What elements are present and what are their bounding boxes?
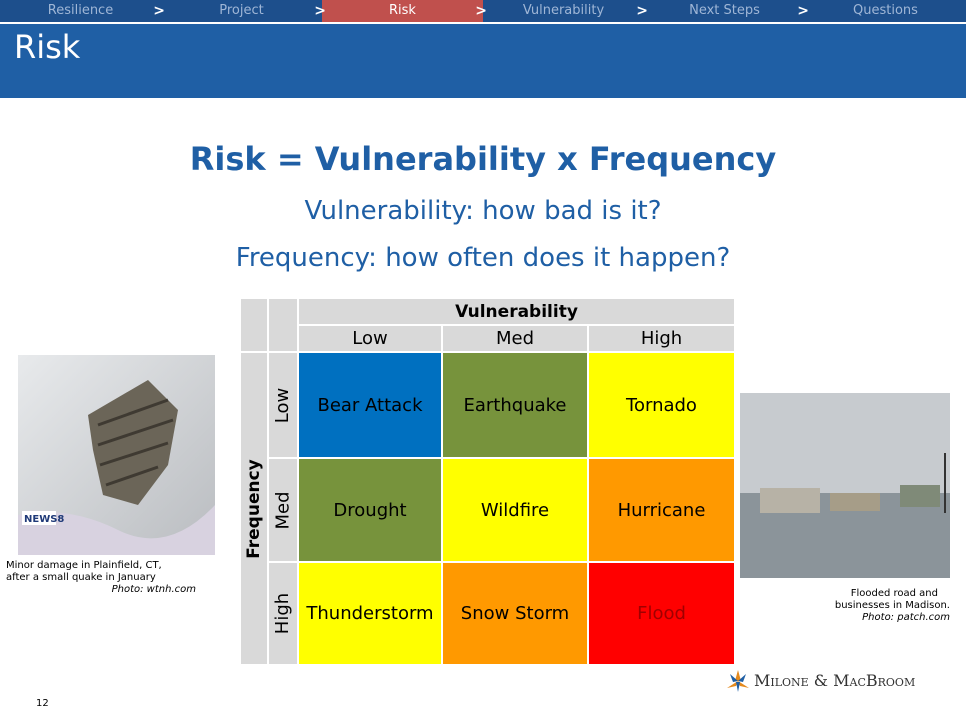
row-label-cell: Med (268, 458, 298, 562)
matrix-cell: Bear Attack (298, 352, 442, 458)
row-label: Low (272, 387, 294, 423)
logo-icon (727, 670, 749, 692)
column-label: High (588, 325, 735, 352)
right-photo (740, 393, 950, 578)
nav-tab[interactable]: Resilience > (47, 3, 165, 19)
page-number: 12 (36, 698, 49, 709)
logo-text: Milone & MacBroom (754, 671, 916, 690)
risk-matrix: Vulnerability Low Med High Frequency Low… (240, 298, 735, 665)
nav-tab[interactable]: Next Steps > (689, 3, 809, 19)
subtitle: Frequency: how often does it happen? (235, 243, 731, 273)
left-caption: Minor damage in Plainfield, CT, after a … (6, 560, 196, 596)
row-header-cell: Frequency (240, 352, 268, 665)
photo-badge: NEWS8 (24, 514, 64, 525)
column-label: Med (442, 325, 588, 352)
row-label-cell: High (268, 562, 298, 665)
matrix-cell: Hurricane (588, 458, 735, 562)
blank-cell (240, 298, 268, 352)
matrix-cell: Thunderstorm (298, 562, 442, 665)
row-label-cell: Low (268, 352, 298, 458)
matrix-cell: Wildfire (442, 458, 588, 562)
matrix-cell: Tornado (588, 352, 735, 458)
photo-credit: Photo: patch.com (862, 612, 950, 623)
matrix-cell: Flood (588, 562, 735, 665)
nav-tab[interactable]: Risk > (322, 0, 487, 22)
left-photo: NEWS8 (18, 355, 215, 555)
subtitle: Vulnerability: how bad is it? (304, 196, 662, 226)
caption-line: Minor damage in Plainfield, CT, (6, 560, 162, 571)
matrix-cell: Drought (298, 458, 442, 562)
right-caption: Flooded road and businesses in Madison. … (780, 588, 950, 624)
row-label: High (272, 592, 294, 635)
column-header: Vulnerability (298, 298, 735, 325)
caption-line: after a small quake in January (6, 572, 156, 583)
caption-line: businesses in Madison. (834, 600, 950, 611)
heading: Risk = Vulnerability x Frequency (189, 140, 777, 178)
slide-title: Risk (14, 28, 81, 66)
photo-credit: Photo: wtnh.com (111, 584, 196, 595)
row-label: Med (272, 490, 294, 530)
matrix-cell: Snow Storm (442, 562, 588, 665)
blank-cell (268, 298, 298, 352)
matrix-cell: Earthquake (442, 352, 588, 458)
column-label: Low (298, 325, 442, 352)
nav-tab[interactable]: Project > (219, 3, 326, 19)
caption-line: Flooded road and (850, 588, 938, 599)
row-header: Frequency (244, 458, 265, 559)
nav-tab[interactable]: Questions (853, 3, 918, 18)
nav-tab[interactable]: Vulnerability > (522, 3, 648, 19)
nav-bar: Resilience > Project > Risk > Vulnerability… (0, 0, 966, 22)
title-bar (0, 22, 966, 98)
